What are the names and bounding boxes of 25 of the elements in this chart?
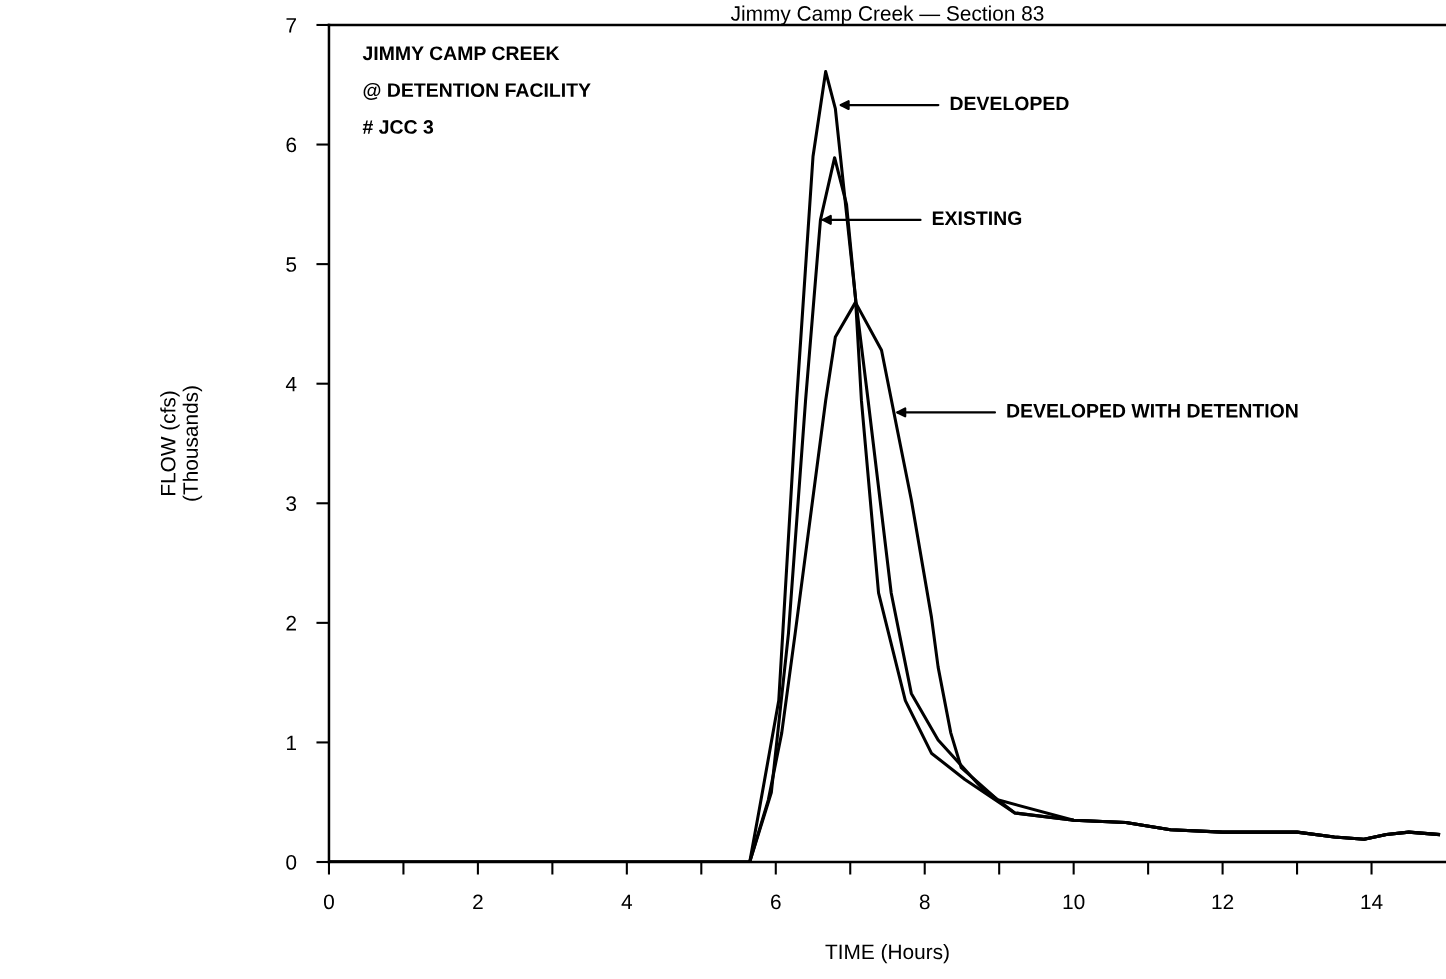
x-tick-label: 14 bbox=[1361, 894, 1383, 910]
x-tick-label: 0 bbox=[323, 894, 334, 910]
y-tick-label: 4 bbox=[285, 376, 297, 392]
annotation: @ DETENTION FACILITY bbox=[363, 83, 591, 100]
chart-title: Jimmy Camp Creek — Section 83 bbox=[730, 5, 1044, 25]
annotation: JIMMY CAMP CREEK bbox=[362, 46, 560, 61]
x-tick-label: 2 bbox=[473, 894, 483, 910]
y-tick-label: 2 bbox=[286, 615, 296, 631]
y-tick-label: 7 bbox=[286, 18, 296, 33]
y-tick-label: 3 bbox=[286, 496, 297, 512]
annotation: DEVELOPED WITH DETENTION bbox=[1007, 403, 1298, 418]
y-tick-label: 5 bbox=[286, 257, 297, 272]
annotation: EXISTING bbox=[932, 211, 1022, 226]
x-tick-label: 10 bbox=[1063, 894, 1085, 910]
annotation: # JCC 3 bbox=[362, 120, 434, 134]
x-tick-label: 6 bbox=[771, 894, 781, 910]
x-axis-title: TIME (Hours) bbox=[825, 943, 949, 964]
x-tick-label: 12 bbox=[1212, 894, 1234, 910]
y-tick-label: 1 bbox=[287, 735, 296, 750]
y-tick-label: 0 bbox=[286, 855, 297, 870]
y-axis-title: FLOW (cfs) (Thousands) bbox=[160, 386, 203, 501]
y-tick-label: 6 bbox=[286, 137, 297, 153]
annotation: DEVELOPED bbox=[950, 96, 1069, 111]
x-tick-label: 8 bbox=[919, 894, 930, 910]
x-tick-label: 4 bbox=[621, 894, 633, 910]
